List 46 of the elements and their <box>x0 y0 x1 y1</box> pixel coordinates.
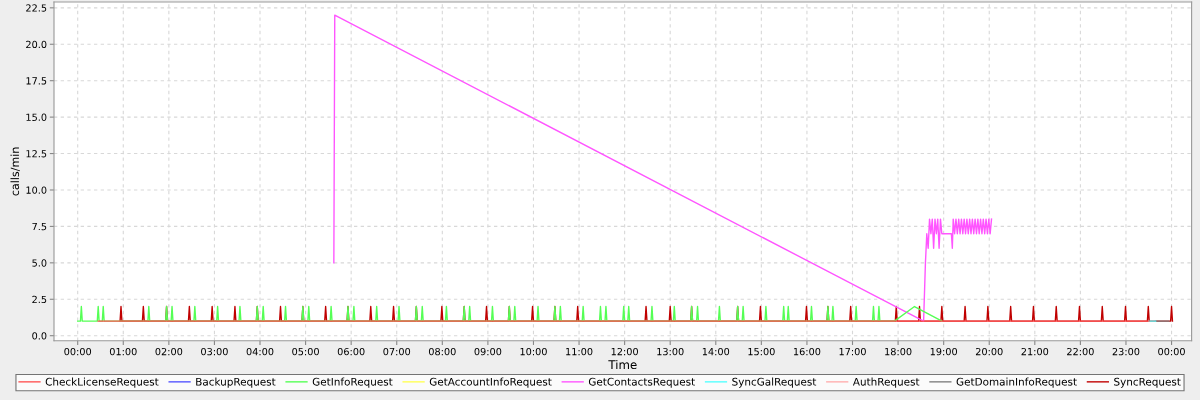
x-tick-label: 05:00 <box>292 347 319 356</box>
x-tick-label: 06:00 <box>337 347 365 356</box>
legend-label: AuthRequest <box>852 377 920 388</box>
y-tick-label: 10.0 <box>26 186 47 194</box>
x-tick-label: 02:00 <box>155 347 183 356</box>
x-tick-label: 01:00 <box>109 347 137 356</box>
legend-label: GetDomainInfoRequest <box>956 377 1077 388</box>
x-tick-label: 10:00 <box>520 347 547 356</box>
x-tick-label: 20:00 <box>975 347 1003 356</box>
x-tick-label: 23:00 <box>1112 347 1140 356</box>
x-tick-label: 14:00 <box>702 347 730 356</box>
legend-label: SyncGalRequest <box>732 377 817 388</box>
x-tick-label: 04:00 <box>246 347 274 356</box>
legend-label: BackupRequest <box>196 377 276 388</box>
legend-label: SyncRequest <box>1114 377 1181 388</box>
x-tick-label: 21:00 <box>1021 347 1049 356</box>
y-tick-label: 12.5 <box>26 150 47 158</box>
legend-label: CheckLicenseRequest <box>45 377 159 388</box>
x-tick-label: 07:00 <box>383 347 411 356</box>
x-tick-label: 09:00 <box>474 347 502 356</box>
x-tick-label: 03:00 <box>201 347 228 356</box>
y-tick-label: 5.0 <box>32 259 47 267</box>
x-tick-label: 19:00 <box>930 347 958 356</box>
legend-label: GetInfoRequest <box>312 377 393 388</box>
y-tick-label: 22.5 <box>26 4 47 12</box>
x-tick-label: 15:00 <box>748 347 775 356</box>
x-tick-label: 17:00 <box>839 347 866 356</box>
y-tick-label: 7.5 <box>32 223 47 231</box>
x-tick-label: 13:00 <box>657 347 684 356</box>
x-tick-label: 18:00 <box>885 347 912 356</box>
y-axis-title: calls/min <box>10 147 20 196</box>
x-tick-label: 11:00 <box>566 347 593 356</box>
y-tick-label: 20.0 <box>26 40 47 49</box>
x-tick-label: 12:00 <box>611 347 638 356</box>
y-tick-label: 0.0 <box>32 332 47 340</box>
legend-label: GetAccountInfoRequest <box>429 377 552 388</box>
legend-label: GetContactsRequest <box>588 377 695 388</box>
x-axis-title: Time <box>608 359 637 370</box>
y-tick-label: 15.0 <box>26 113 47 121</box>
x-tick-label: 08:00 <box>428 347 456 356</box>
x-tick-label: 22:00 <box>1067 347 1094 356</box>
x-tick-label: 16:00 <box>793 347 821 356</box>
x-tick-label: 00:00 <box>64 347 92 356</box>
y-tick-label: 2.5 <box>32 295 47 304</box>
x-tick-label: 00:00 <box>1158 347 1185 356</box>
y-tick-label: 17.5 <box>26 77 47 85</box>
